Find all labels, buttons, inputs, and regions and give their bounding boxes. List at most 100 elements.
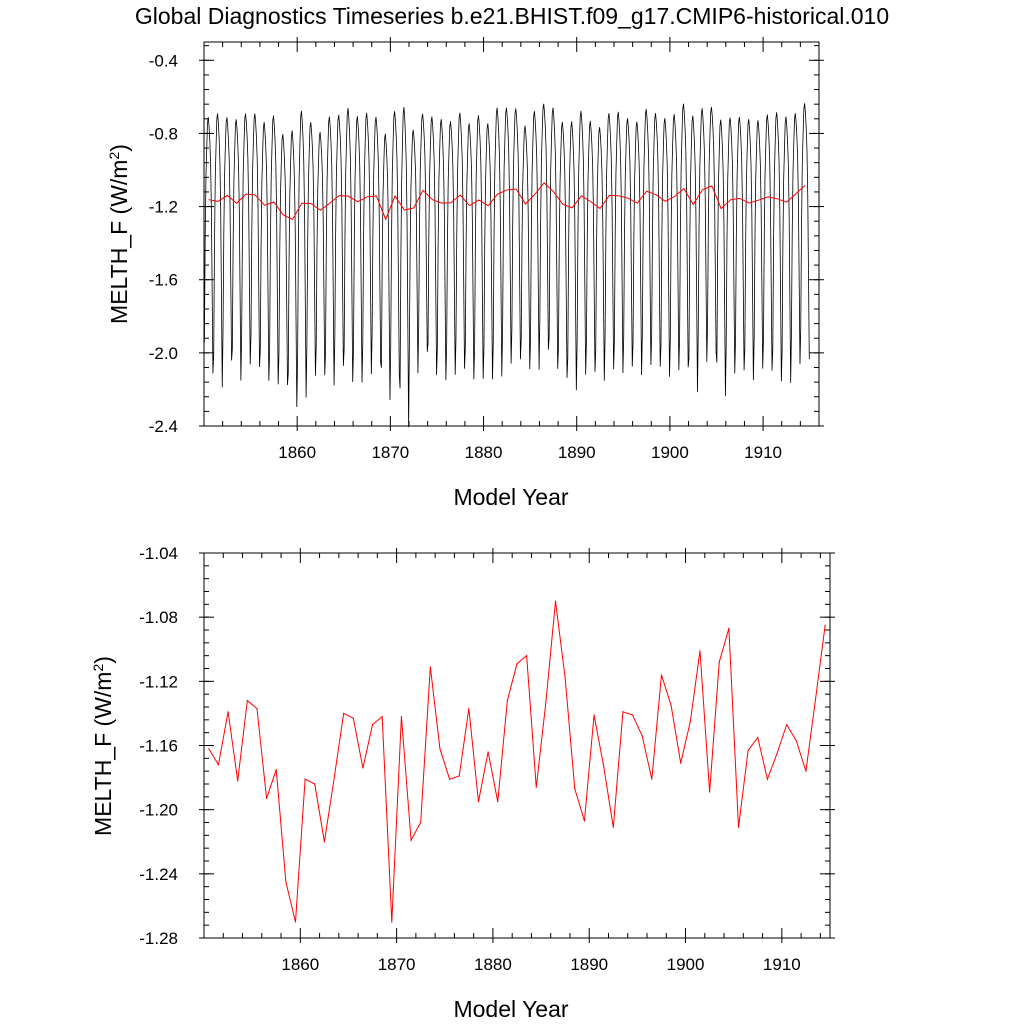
annual-data-point bbox=[266, 797, 268, 800]
y-tick-label: -0.4 bbox=[149, 51, 178, 70]
y-tick-label: -1.24 bbox=[139, 865, 178, 884]
annual-data-point bbox=[593, 714, 595, 716]
annual-data-point bbox=[391, 921, 393, 923]
x-tick-label: 1890 bbox=[570, 955, 608, 974]
annual-data-point bbox=[699, 650, 701, 652]
x-tick-label: 1860 bbox=[278, 443, 316, 462]
x-tick-label: 1870 bbox=[371, 443, 409, 462]
annual-data-point bbox=[410, 839, 412, 841]
x-tick-label: 1910 bbox=[763, 955, 801, 974]
annual-data-point bbox=[400, 716, 403, 718]
annual-data-point bbox=[718, 661, 720, 663]
bottom-panel: 1860 1870 1880 1890 1900 1910 -1.04 -1.08 -1.12 -… bbox=[90, 544, 835, 1022]
top-y-axis-label-main: MELTH_F (W/m bbox=[106, 160, 132, 324]
annual-data-point bbox=[237, 780, 239, 782]
annual-data-point bbox=[776, 752, 778, 755]
bottom-y-axis-label: MELTH_F (W/m2) bbox=[90, 656, 116, 836]
annual-data-point bbox=[468, 708, 470, 710]
x-tick-label: 1910 bbox=[744, 443, 782, 462]
y-tick-label: -1.12 bbox=[139, 672, 178, 691]
annual-data-point bbox=[352, 717, 354, 719]
top-y-axis-label: MELTH_F (W/m2) bbox=[106, 144, 132, 324]
annual-series-line bbox=[208, 601, 826, 923]
annual-data-point bbox=[709, 791, 711, 793]
x-tick-label: 1870 bbox=[378, 955, 416, 974]
annual-data-point bbox=[526, 655, 528, 657]
y-tick-label: -1.2 bbox=[149, 198, 178, 217]
x-tick-label: 1890 bbox=[558, 443, 596, 462]
y-tick-label: -1.16 bbox=[139, 737, 178, 756]
annual-data-point bbox=[574, 788, 576, 790]
y-tick-label: -1.20 bbox=[139, 801, 178, 820]
bottom-y-axis-label-main: MELTH_F (W/m bbox=[90, 672, 116, 836]
annual-data-point bbox=[824, 624, 826, 626]
annual-data-point bbox=[786, 724, 788, 726]
annual-data-point bbox=[429, 666, 431, 668]
annual-data-point bbox=[294, 921, 297, 923]
annual-data-point bbox=[603, 765, 605, 767]
y-tick-label: -1.08 bbox=[139, 608, 178, 627]
annual-data-point bbox=[314, 783, 316, 785]
monthly-series-line bbox=[203, 103, 810, 428]
annual-data-point bbox=[814, 698, 817, 700]
annual-data-point bbox=[420, 821, 422, 824]
bottom-y-axis-label-superscript: 2 bbox=[90, 664, 106, 672]
x-tick-label: 1880 bbox=[465, 443, 503, 462]
annual-data-point bbox=[323, 841, 325, 843]
annual-data-point bbox=[651, 778, 653, 780]
annual-data-point bbox=[680, 762, 682, 764]
annual-data-point bbox=[256, 708, 258, 710]
bottom-series bbox=[208, 600, 826, 923]
annual-data-point bbox=[333, 778, 335, 780]
top-y-axis-label-superscript: 2 bbox=[106, 152, 122, 160]
annual-data-point bbox=[795, 740, 797, 742]
y-tick-label: -1.28 bbox=[139, 929, 178, 948]
annual-data-point bbox=[371, 724, 374, 726]
annual-data-point bbox=[285, 881, 287, 883]
top-x-axis-label: Model Year bbox=[453, 484, 568, 510]
annual-data-point bbox=[805, 770, 807, 772]
y-tick-label: -0.8 bbox=[149, 124, 178, 143]
annual-data-point bbox=[545, 701, 547, 703]
top-series bbox=[203, 103, 810, 428]
annual-data-point bbox=[660, 674, 663, 676]
annual-data-point bbox=[554, 600, 557, 602]
annual-data-point bbox=[217, 764, 220, 766]
annual-data-point bbox=[737, 826, 740, 828]
annual-data-point bbox=[535, 786, 537, 788]
x-tick-label: 1900 bbox=[651, 443, 689, 462]
annual-data-point bbox=[641, 735, 643, 737]
annual-data-point bbox=[497, 801, 499, 803]
annual-data-point bbox=[477, 801, 480, 803]
annual-data-point bbox=[439, 748, 441, 750]
annual-data-point bbox=[506, 699, 508, 702]
annual-data-point bbox=[227, 711, 229, 713]
annual-data-point bbox=[275, 768, 277, 771]
bottom-x-axis-label: Model Year bbox=[453, 996, 568, 1022]
x-tick-label: 1880 bbox=[474, 955, 512, 974]
annual-data-point bbox=[304, 778, 306, 780]
annual-data-point bbox=[564, 677, 566, 679]
top-ticks bbox=[199, 37, 824, 431]
bottom-tick-labels: 1860 1870 1880 1890 1900 1910 -1.04 -1.08 -1.12 -… bbox=[139, 544, 801, 974]
annual-data-point bbox=[747, 749, 749, 751]
top-panel: 1860 1870 1880 1890 1900 1910 -0.4 -0.8 -1.2 -1.6… bbox=[106, 37, 824, 510]
y-tick-label: -1.6 bbox=[149, 271, 178, 290]
annual-data-point bbox=[670, 704, 672, 707]
annual-data-point bbox=[622, 711, 624, 713]
y-tick-label: -2.0 bbox=[149, 344, 178, 363]
x-tick-label: 1900 bbox=[667, 955, 705, 974]
y-tick-label: -1.04 bbox=[139, 544, 178, 563]
annual-data-point bbox=[343, 712, 345, 715]
x-tick-label: 1860 bbox=[281, 955, 319, 974]
annual-data-point bbox=[381, 716, 383, 718]
annual-data-point bbox=[766, 778, 769, 780]
figure-title: Global Diagnostics Timeseries b.e21.BHIS… bbox=[135, 3, 889, 29]
annual-data-point bbox=[612, 826, 614, 828]
annual-data-point bbox=[487, 751, 489, 753]
annual-data-point bbox=[516, 663, 518, 665]
bottom-ticks bbox=[199, 548, 835, 943]
annual-data-point bbox=[208, 748, 210, 750]
annual-data-point bbox=[246, 699, 248, 702]
